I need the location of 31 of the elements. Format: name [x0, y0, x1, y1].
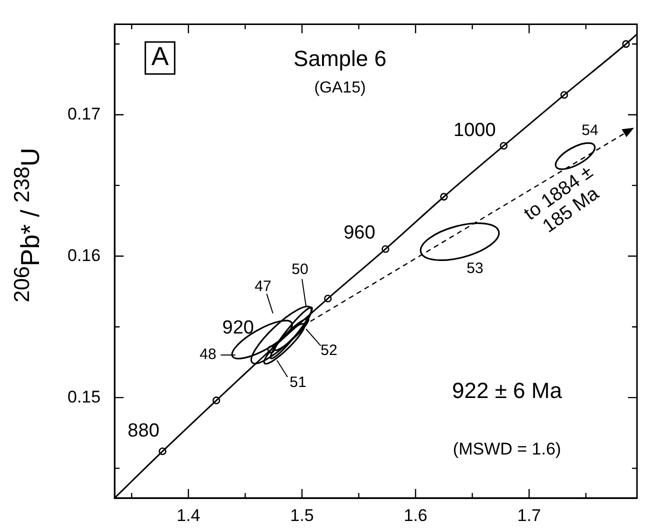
annotation: 1000 [454, 120, 496, 142]
y-tick-label: 0.17 [68, 104, 101, 124]
text: (GA15) [314, 79, 366, 96]
annotation: 880 [128, 420, 160, 442]
point [440, 192, 448, 201]
y-tick-label: 0.16 [68, 246, 101, 265]
annotation: 51 [290, 374, 306, 392]
annotation: 47 [254, 278, 272, 296]
x-tick-label: 1.4 [176, 506, 200, 525]
point [560, 91, 568, 99]
point [212, 396, 220, 404]
annotation: (MSWD = 1.6) [452, 440, 562, 459]
annotation: 920 [222, 318, 254, 339]
annotation: 922 ± 6 Ma [452, 378, 563, 404]
point [500, 142, 508, 150]
annotation: 52 [320, 342, 338, 360]
text: Sample 6 [294, 46, 386, 72]
point [324, 294, 332, 302]
annotation: 960 [344, 222, 376, 244]
annotation: 54 [582, 122, 598, 140]
point [158, 447, 166, 456]
point [382, 245, 390, 253]
x-tick-label: 1.5 [290, 506, 314, 525]
annotation: 53 [466, 260, 484, 278]
annotation: 50 [292, 261, 308, 278]
y-tick-label: 0.15 [68, 387, 101, 406]
annotation: A [151, 41, 170, 72]
annotation: 48 [200, 346, 216, 364]
x-tick-label: 1.7 [517, 506, 541, 525]
point [622, 40, 630, 48]
x-tick-label: 1.6 [404, 506, 428, 525]
